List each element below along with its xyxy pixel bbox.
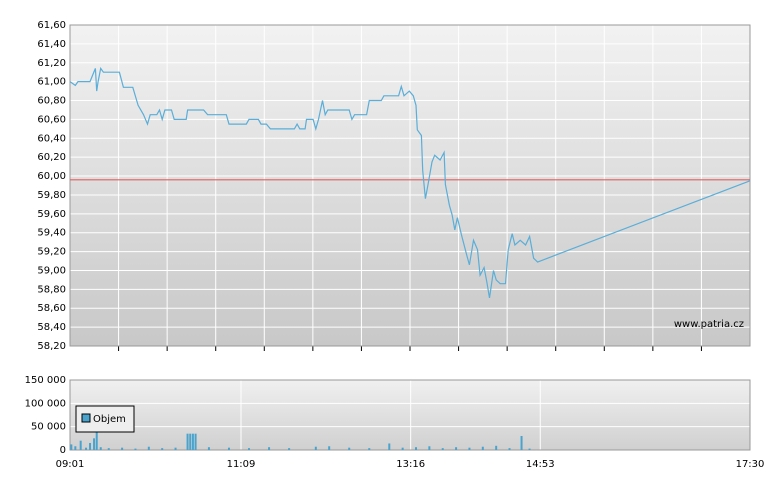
x-tick-label: 14:53 [526,459,555,470]
legend-label: Objem [93,414,126,425]
volume-bar [207,447,210,450]
volume-bar [189,433,192,450]
y-tick-label: 60,00 [37,171,66,182]
volume-bar [268,447,271,450]
volume-bar [89,443,92,450]
x-tick-label: 09:01 [56,459,85,470]
volume-bar [348,447,351,450]
volume-bar [74,446,77,450]
volume-bar [70,444,73,450]
y-tick-label: 59,20 [37,247,66,258]
volume-bar [415,447,418,450]
volume-bar [95,420,98,450]
y-tick-label: 59,40 [37,228,66,239]
volume-bar [495,445,498,450]
y-tick-label: 58,80 [37,284,66,295]
volume-bar [428,446,431,450]
y-tick-label: 60,20 [37,152,66,163]
y-tick-label: 150 000 [25,375,66,386]
y-tick-label: 58,20 [37,341,66,352]
volume-bar [85,447,88,450]
volume-bar [468,447,471,450]
x-tick-label: 17:30 [736,459,765,470]
legend-swatch [81,413,91,423]
volume-bar [99,447,102,450]
volume-bar [288,448,291,450]
volume-panel [70,380,750,450]
volume-bar [107,448,110,450]
volume-bar [388,443,391,450]
y-tick-label: 0 [60,445,66,456]
y-tick-label: 60,40 [37,133,66,144]
volume-bar [93,438,96,450]
y-tick-label: 58,60 [37,303,66,314]
volume-bar [227,447,230,450]
volume-bar [174,447,177,450]
y-tick-label: 60,80 [37,96,66,107]
volume-bar [455,447,458,450]
y-tick-label: 59,80 [37,190,66,201]
volume-bar [401,447,404,450]
volume-bar [147,446,150,450]
volume-bar [441,448,444,450]
volume-bar [191,433,194,450]
volume-bar [520,436,523,450]
y-tick-label: 50 000 [31,422,66,433]
y-tick-label: 100 000 [25,398,66,409]
volume-bar [314,446,317,450]
volume-bar [508,448,511,450]
volume-bar [528,448,531,450]
volume-bar [134,448,137,450]
volume-bar [194,433,197,450]
frame [69,24,751,347]
price-line [69,66,751,298]
volume-bar [121,447,124,450]
y-tick-label: 61,60 [37,20,66,31]
volume-bar [248,448,251,450]
y-tick-label: 59,00 [37,265,66,276]
x-tick-label: 11:09 [227,459,256,470]
volume-bar [368,448,371,450]
volume-bar [328,446,331,450]
y-tick-label: 60,60 [37,114,66,125]
y-tick-label: 58,40 [37,322,66,333]
y-tick-label: 61,40 [37,39,66,50]
volume-bar [79,440,82,450]
frame [69,379,751,451]
x-tick-label: 13:16 [396,459,425,470]
volume-bar [481,446,484,450]
y-tick-label: 61,00 [37,77,66,88]
y-tick-label: 61,20 [37,58,66,69]
y-tick-label: 59,60 [37,209,66,220]
volume-bar [186,433,189,450]
volume-bar [161,448,164,450]
watermark: www.patria.cz [674,319,744,330]
